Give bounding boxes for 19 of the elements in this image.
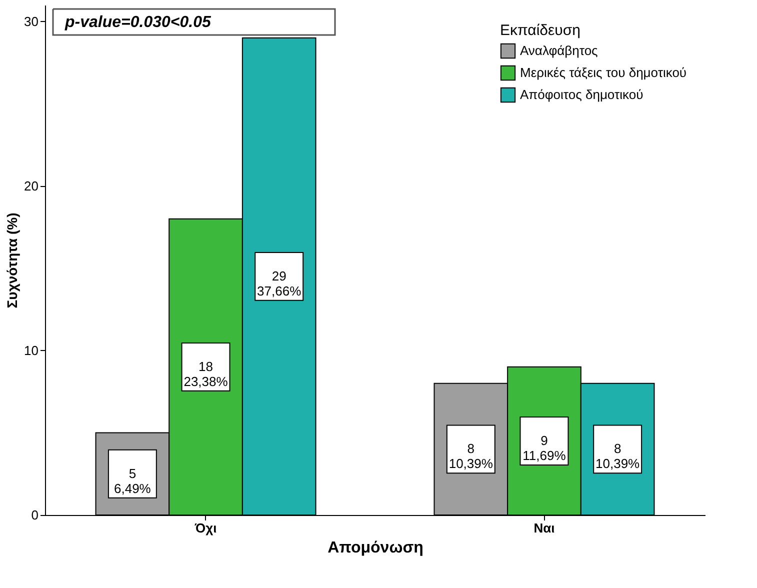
- data-label: 9 11,69%: [522, 432, 566, 463]
- x-axis-title: Απομόνωση: [328, 540, 424, 556]
- y-axis-title: Συχνότητα (%): [4, 212, 20, 308]
- data-label: 8 10,39%: [596, 441, 640, 472]
- y-tick-label: 0: [31, 508, 38, 522]
- x-tick-label: Όχι: [194, 520, 218, 536]
- y-tick-label: 20: [24, 178, 38, 194]
- legend-label: Αναλφάβητος: [520, 43, 598, 58]
- data-label: 5 6,49%: [114, 466, 152, 496]
- data-label: 18 23,38%: [184, 358, 228, 389]
- data-label: 29 37,66%: [257, 268, 302, 298]
- annotation: p-value=0.030<0.05: [64, 14, 212, 31]
- data-label: 8 10,39%: [448, 441, 494, 472]
- y-tick-label: 30: [24, 14, 38, 29]
- x-tick-label: Ναι: [534, 520, 556, 536]
- legend-label: Μερικές τάξεις του δημοτικού: [520, 65, 687, 80]
- legend-title: Εκπαίδευση: [500, 22, 580, 39]
- y-tick-label: 10: [24, 342, 38, 358]
- legend-label: Απόφοιτος δημοτικού: [520, 87, 644, 102]
